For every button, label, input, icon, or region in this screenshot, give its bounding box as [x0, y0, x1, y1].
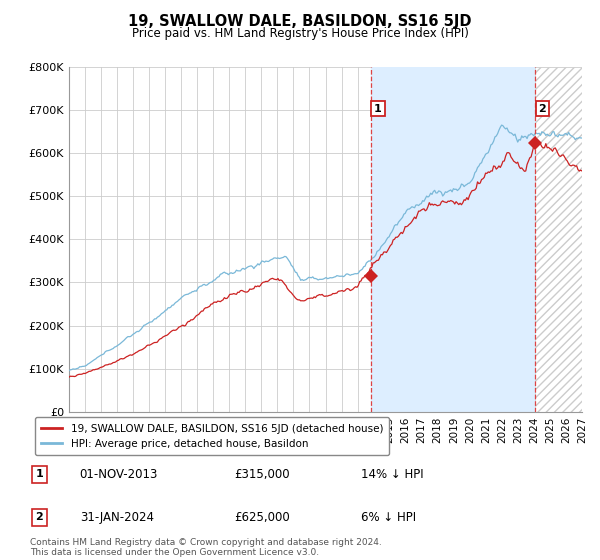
- Text: £315,000: £315,000: [234, 468, 290, 481]
- Text: 19, SWALLOW DALE, BASILDON, SS16 5JD: 19, SWALLOW DALE, BASILDON, SS16 5JD: [128, 14, 472, 29]
- Text: 6% ↓ HPI: 6% ↓ HPI: [361, 511, 416, 524]
- Text: 1: 1: [374, 104, 382, 114]
- Text: 01-NOV-2013: 01-NOV-2013: [80, 468, 158, 481]
- Bar: [535, 67, 582, 412]
- Text: £625,000: £625,000: [234, 511, 290, 524]
- Text: 2: 2: [35, 512, 43, 522]
- Text: Contains HM Land Registry data © Crown copyright and database right 2024.
This d: Contains HM Land Registry data © Crown c…: [30, 538, 382, 557]
- Text: 14% ↓ HPI: 14% ↓ HPI: [361, 468, 424, 481]
- Text: 31-JAN-2024: 31-JAN-2024: [80, 511, 154, 524]
- Bar: [371, 67, 535, 412]
- Text: 2: 2: [538, 104, 546, 114]
- Text: Price paid vs. HM Land Registry's House Price Index (HPI): Price paid vs. HM Land Registry's House …: [131, 27, 469, 40]
- Text: 1: 1: [35, 469, 43, 479]
- Legend: 19, SWALLOW DALE, BASILDON, SS16 5JD (detached house), HPI: Average price, detac: 19, SWALLOW DALE, BASILDON, SS16 5JD (de…: [35, 417, 389, 455]
